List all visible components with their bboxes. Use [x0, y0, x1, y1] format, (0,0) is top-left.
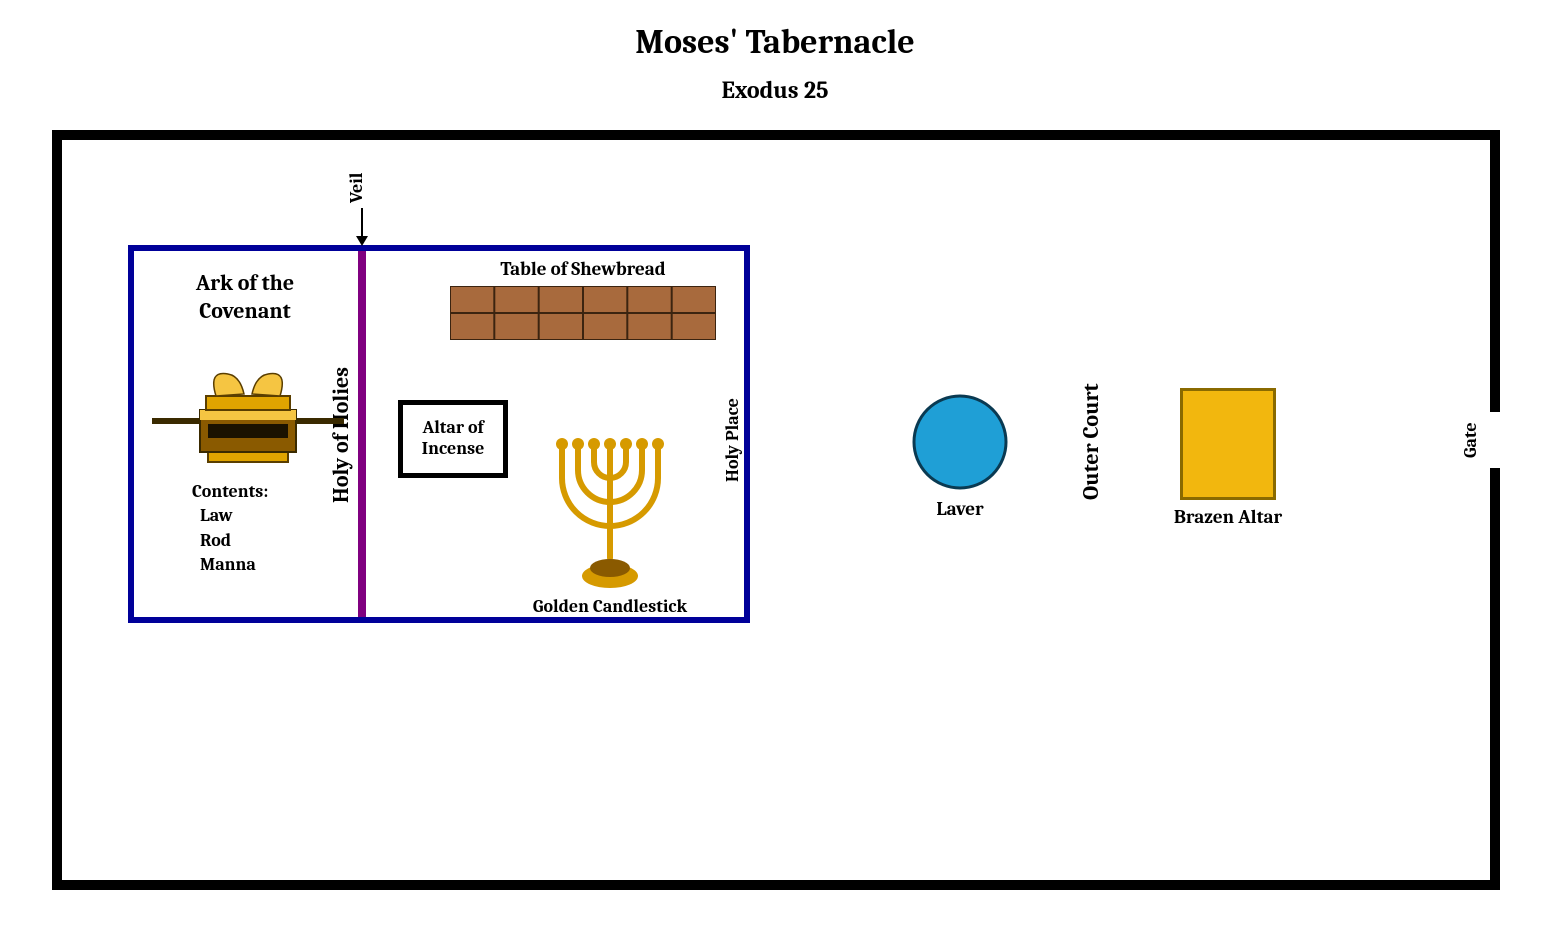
veil-label: Veil — [346, 166, 367, 210]
diagram-root: Moses' Tabernacle Exodus 25 Gate Veil Ho… — [0, 0, 1550, 940]
gate-label: Gate — [1460, 404, 1481, 476]
ark-title: Ark of the Covenant — [150, 270, 340, 325]
page-title: Moses' Tabernacle — [0, 22, 1550, 62]
holy-place-label: Holy Place — [722, 370, 743, 510]
veil-divider — [358, 251, 366, 617]
outer-court-label: Outer Court — [1078, 352, 1104, 532]
outer-court-border-top — [52, 130, 1500, 140]
shewbread-label: Table of Shewbread — [450, 258, 716, 280]
brazen-altar-icon — [1180, 388, 1276, 500]
outer-court-border-right-upper — [1490, 130, 1500, 412]
ark-contents-item: Rod — [200, 529, 268, 553]
ark-icon — [148, 340, 348, 470]
ark-contents-item: Manna — [200, 553, 268, 577]
altar-of-incense: Altar of Incense — [398, 400, 508, 478]
page-subtitle: Exodus 25 — [0, 76, 1550, 104]
brazen-altar-label: Brazen Altar — [1158, 506, 1298, 528]
laver-label: Laver — [912, 498, 1008, 520]
shewbread-table-icon — [450, 286, 716, 340]
ark-contents: Contents: Law Rod Manna — [192, 480, 268, 577]
candlestick-label: Golden Candlestick — [510, 596, 710, 617]
ark-contents-item: Law — [200, 504, 268, 528]
outer-court-border-right-lower — [1490, 468, 1500, 890]
ark-contents-header: Contents: — [192, 480, 268, 504]
outer-court-border-left — [52, 130, 62, 890]
menorah-icon — [540, 430, 680, 590]
laver-icon — [912, 394, 1008, 490]
veil-arrow-icon — [354, 208, 370, 246]
outer-court-border-bottom — [52, 880, 1500, 890]
